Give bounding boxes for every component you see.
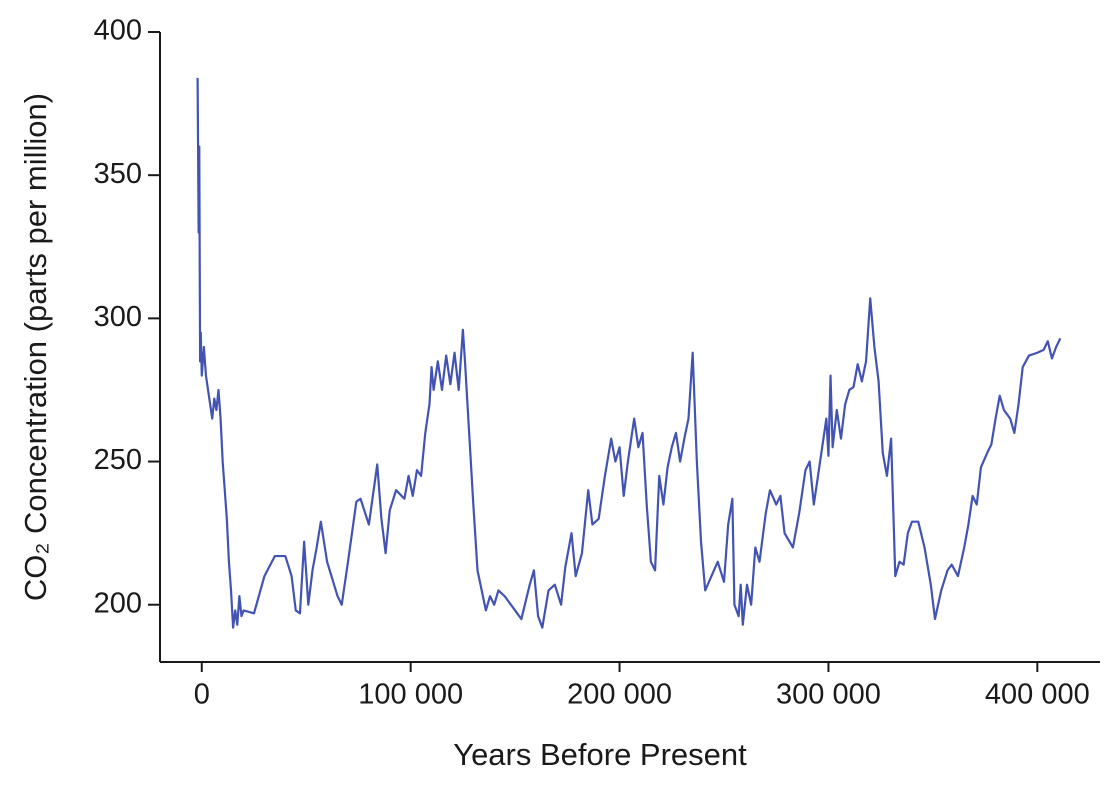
x-axis-label: Years Before Present [453, 737, 747, 772]
data-line [196, 77, 1062, 629]
x-tick-label: 300 000 [776, 679, 881, 711]
y-tick-label: 200 [94, 587, 142, 619]
x-tick-label: 0 [194, 679, 210, 711]
y-tick-label: 250 [94, 444, 142, 476]
y-tick-label: 400 [94, 15, 142, 47]
y-tick-label: 350 [94, 158, 142, 190]
x-tick-label: 400 000 [985, 679, 1090, 711]
x-tick-label: 100 000 [358, 679, 463, 711]
y-axis-label: CO₂ Concentration (parts per million) [18, 93, 53, 601]
x-tick-label: 200 000 [567, 679, 672, 711]
y-tick-label: 300 [94, 301, 142, 333]
